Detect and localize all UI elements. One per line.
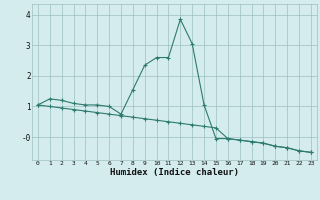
X-axis label: Humidex (Indice chaleur): Humidex (Indice chaleur) — [110, 168, 239, 177]
